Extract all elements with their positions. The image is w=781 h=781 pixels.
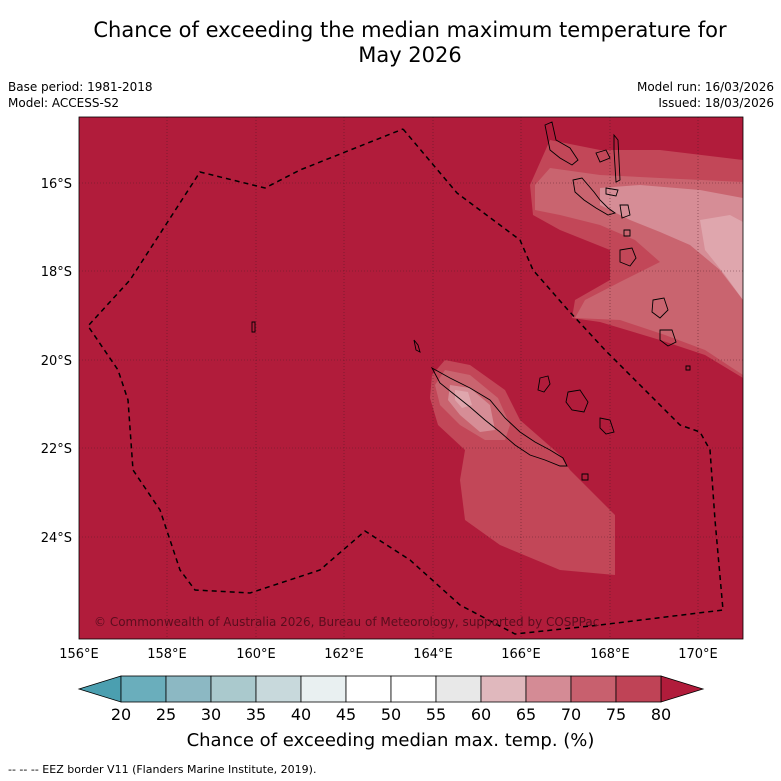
colorbar-tick-label: 25 — [156, 705, 176, 724]
colorbar-tick-label: 20 — [111, 705, 131, 724]
lon-label: 164°E — [413, 647, 453, 662]
vanuatu-tanna — [651, 297, 669, 319]
vanuatu-maewo — [613, 133, 621, 183]
model-name: Model: ACCESS-S2 — [8, 96, 120, 110]
colorbar-tick-label: 75 — [606, 705, 626, 724]
islet-2 — [251, 321, 256, 333]
model-run: Model run: 16/03/2026 — [636, 80, 774, 94]
lat-label: 16°S — [41, 177, 72, 192]
colorbar-tick-label: 55 — [426, 705, 446, 724]
vanuatu-pentecost — [605, 187, 619, 197]
colorbar-over-arrow — [660, 675, 705, 703]
contour-ne-80 — [700, 215, 743, 300]
vanuatu-erromango — [619, 247, 637, 267]
lon-label: 162°E — [324, 647, 364, 662]
colorbar-segment — [120, 675, 167, 703]
lon-tick-labels: 156°E 158°E 160°E 162°E 164°E 166°E 168°… — [59, 647, 718, 662]
vanuatu-aneityum — [659, 329, 677, 347]
lon-label: 160°E — [236, 647, 276, 662]
new-caledonia-outline — [430, 366, 568, 467]
colorbar-segment — [615, 675, 662, 703]
meta-left: Base period: 1981-2018 Model: ACCESS-S2 — [8, 79, 153, 111]
contour-nc-80 — [455, 390, 472, 408]
colorbar-segment — [570, 675, 617, 703]
lat-label: 24°S — [41, 531, 72, 546]
isle-of-pines — [581, 473, 589, 481]
lat-label: 18°S — [41, 265, 72, 280]
vanuatu-malekula — [572, 177, 617, 216]
colorbar-segment — [525, 675, 572, 703]
colorbar-segment — [435, 675, 482, 703]
lon-label: 170°E — [678, 647, 718, 662]
vanuatu-espiritu — [544, 121, 579, 166]
loyalty-island-3 — [599, 417, 615, 435]
vanuatu-small-1 — [623, 229, 631, 237]
colorbar-tick-label: 50 — [381, 705, 401, 724]
colorbar: 20 25 30 35 40 45 50 55 60 65 70 75 80 — [77, 675, 705, 724]
colorbar-tick-label: 35 — [246, 705, 266, 724]
lat-label: 22°S — [41, 442, 72, 457]
contour-ne-75 — [600, 185, 743, 300]
title-line-1: Chance of exceeding the median maximum t… — [93, 18, 727, 42]
lat-tick-labels: 16°S 18°S 20°S 22°S 24°S — [41, 177, 72, 546]
lon-label: 156°E — [59, 647, 99, 662]
loyalty-island-1 — [537, 375, 551, 393]
colorbar-segment — [480, 675, 527, 703]
lon-label: 158°E — [147, 647, 187, 662]
colorbar-tick-label: 70 — [561, 705, 581, 724]
colorbar-tick-label: 30 — [201, 705, 221, 724]
colorbar-segment — [165, 675, 212, 703]
colorbar-label: Chance of exceeding median max. temp. (%… — [186, 730, 595, 751]
colorbar-segment — [210, 675, 257, 703]
footer-note: -- -- -- EEZ border V11 (Flanders Marine… — [8, 763, 317, 776]
colorbar-tick-label: 65 — [516, 705, 536, 724]
title-line-2: May 2026 — [358, 43, 462, 67]
colorbar-segment — [345, 675, 392, 703]
meta-right: Model run: 16/03/2026 Issued: 18/03/2026 — [637, 79, 774, 111]
graticule — [79, 117, 743, 639]
vanuatu-efate — [619, 204, 631, 219]
lon-label: 166°E — [501, 647, 541, 662]
colorbar-tick-label: 60 — [471, 705, 491, 724]
belep-islands — [413, 339, 421, 353]
base-period: Base period: 1981-2018 — [8, 80, 153, 94]
copyright-text: © Commonwealth of Australia 2026, Bureau… — [94, 615, 599, 629]
coastlines — [251, 121, 691, 481]
eez-border — [87, 128, 724, 635]
colorbar-segment — [255, 675, 302, 703]
loyalty-island-2 — [565, 389, 589, 413]
lon-label: 168°E — [590, 647, 630, 662]
vanuatu-north — [595, 149, 611, 163]
colorbar-tick-label: 45 — [336, 705, 356, 724]
colorbar-segment — [390, 675, 437, 703]
map-title: Chance of exceeding the median maximum t… — [40, 18, 780, 68]
colorbar-segment — [300, 675, 347, 703]
colorbar-tick-label: 80 — [651, 705, 671, 724]
issued-date: Issued: 18/03/2026 — [658, 96, 774, 110]
colorbar-under-arrow — [77, 675, 122, 703]
lat-label: 20°S — [41, 354, 72, 369]
map-frame — [78, 116, 744, 640]
islet-1 — [685, 365, 691, 371]
colorbar-tick-label: 40 — [291, 705, 311, 724]
